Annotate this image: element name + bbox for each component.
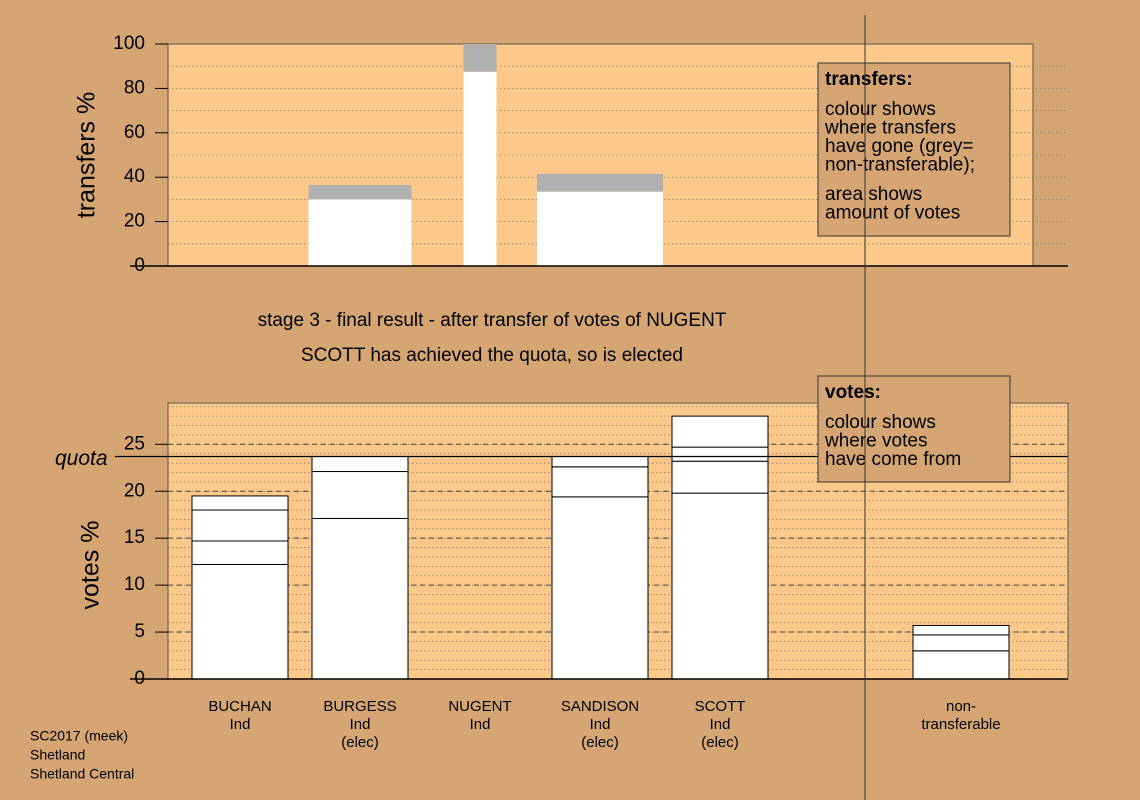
stage-title: stage 3 - final result - after transfer … [258, 310, 727, 331]
bar-segment [537, 191, 663, 266]
y-tick-label: 25 [124, 433, 145, 454]
y-tick-label: 100 [113, 33, 145, 54]
legend-text: colour shows [825, 99, 936, 120]
y-axis-label: transfers % [73, 92, 101, 218]
legend-title: votes: [825, 382, 881, 403]
bar-segment [463, 44, 497, 72]
legend-text: where transfers [824, 118, 956, 139]
bar-segment [551, 456, 649, 468]
footer: Shetland [30, 747, 85, 763]
legend-text: where votes [824, 431, 927, 452]
x-tick-label: transferable [921, 716, 1000, 733]
legend-text: area shows [825, 184, 922, 205]
bar-segment [463, 71, 497, 266]
y-tick-label: 80 [124, 77, 145, 98]
x-tick-label: BUCHAN [208, 698, 271, 715]
bar-segment [912, 624, 1010, 636]
y-tick-label: 40 [124, 166, 145, 187]
y-tick-label: 5 [134, 621, 145, 642]
bar-segment [537, 173, 663, 192]
x-tick-label: non- [946, 698, 976, 715]
bar-segment [311, 456, 409, 473]
y-tick-label: 60 [124, 122, 145, 143]
legend-text: have gone (grey= [825, 136, 973, 157]
stage-note: SCOTT has achieved the quota, so is elec… [301, 345, 683, 366]
x-tick-label: Ind [590, 716, 611, 733]
bar-segment [311, 517, 409, 680]
y-tick-label: 15 [124, 527, 145, 548]
legend-title: transfers: [825, 69, 913, 90]
bar-segment [191, 509, 289, 542]
bar-segment [308, 199, 412, 266]
bar-segment [551, 496, 649, 680]
quota-label: quota [55, 447, 108, 470]
x-tick-label: NUGENT [448, 698, 511, 715]
x-tick-label: Ind [350, 716, 371, 733]
footer: Shetland Central [30, 766, 134, 782]
x-tick-label: SCOTT [695, 698, 746, 715]
bar-segment [308, 184, 412, 200]
y-tick-label: 10 [124, 574, 145, 595]
x-tick-label: Ind [710, 716, 731, 733]
y-axis-label: votes % [77, 521, 105, 610]
x-tick-label: (elec) [701, 734, 739, 751]
x-tick-label: Ind [470, 716, 491, 733]
x-tick-label: (elec) [341, 734, 379, 751]
legend-text: amount of votes [825, 203, 960, 224]
bar-segment [671, 492, 769, 680]
y-tick-label: 20 [124, 211, 145, 232]
y-tick-label: 20 [124, 480, 145, 501]
x-tick-label: (elec) [581, 734, 619, 751]
bar-segment [671, 460, 769, 494]
legend-box [817, 375, 1011, 483]
legend-text: colour shows [825, 412, 936, 433]
legend-text: non-transferable); [825, 155, 975, 176]
x-tick-label: SANDISON [561, 698, 639, 715]
x-tick-label: Ind [230, 716, 251, 733]
bar-segment [311, 471, 409, 519]
bar-segment [671, 415, 769, 448]
footer: SC2017 (meek) [30, 728, 128, 744]
bar-segment [551, 466, 649, 498]
bar-segment [191, 540, 289, 565]
legend-box [817, 62, 1011, 237]
bar-segment [912, 634, 1010, 652]
bar-segment [671, 446, 769, 462]
bar-segment [191, 495, 289, 511]
legend-text: have come from [825, 449, 961, 470]
bar-segment [912, 650, 1010, 680]
bar-segment [191, 563, 289, 680]
x-tick-label: BURGESS [323, 698, 396, 715]
